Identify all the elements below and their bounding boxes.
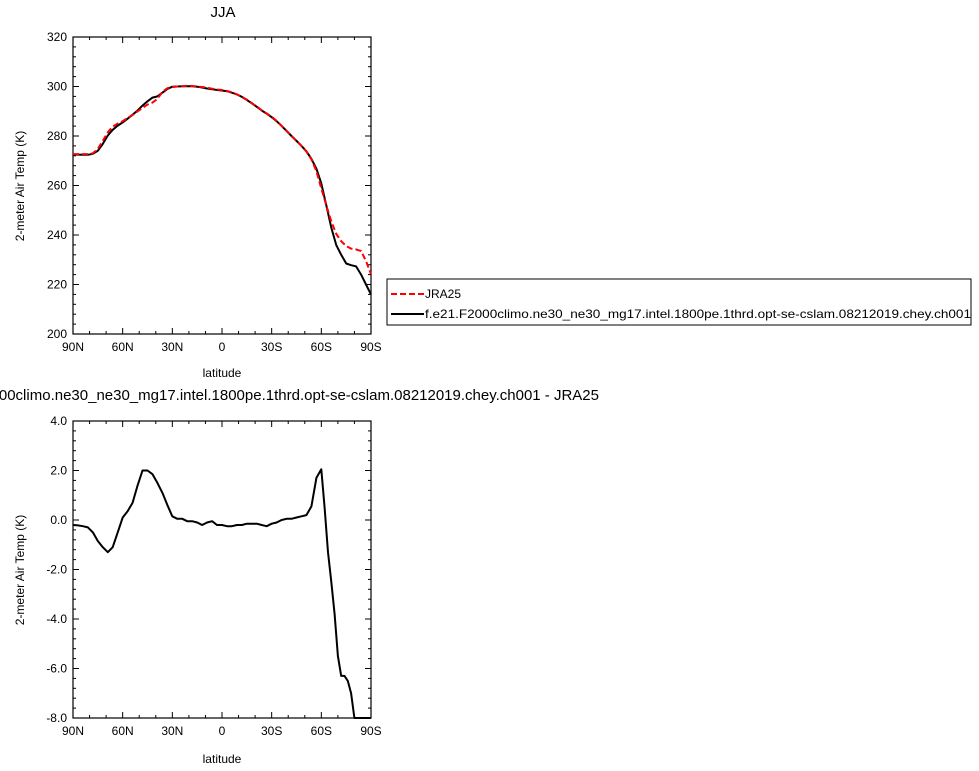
bottom-plot-area: 90N 60N 30N 0 30S 60S 90S -8.0 -6.0 -4.0 -2.0 0.0 2.… [46, 414, 381, 738]
x-tick-label: 30S [261, 724, 282, 738]
y-tick-label: 220 [47, 278, 67, 292]
y-tick-label: -8.0 [46, 711, 67, 725]
y-tick-label: 2.0 [50, 464, 67, 478]
bottom-tick-labels: 90N 60N 30N 0 30S 60S 90S -8.0 -6.0 -4.0 -2.0 0.0 2.… [46, 414, 381, 738]
top-x-axis-label: latitude [203, 366, 242, 380]
legend-label-jra25: JRA25 [425, 287, 461, 301]
bottom-panel: f.e21.F2000climo.ne30_ne30_mg17.intel.18… [0, 387, 599, 766]
series-line-1 [73, 85, 372, 295]
bottom-tick-marks [72, 420, 372, 719]
bottom-series [72, 468, 371, 719]
y-tick-label: -6.0 [46, 662, 67, 676]
x-tick-label: 90S [360, 340, 381, 354]
y-tick-label: -2.0 [46, 563, 67, 577]
bottom-plot-frame [72, 420, 372, 719]
x-tick-label: 60S [311, 340, 332, 354]
top-panel: JJA 90N 60N 30N 0 30S 60S 90S 200 220 240 260 280 30… [13, 4, 972, 380]
x-tick-label: 30N [161, 340, 183, 354]
legend-box [386, 278, 972, 326]
y-tick-label: 320 [47, 30, 67, 44]
y-tick-label: 260 [47, 179, 67, 193]
x-tick-label: 30S [261, 340, 282, 354]
y-tick-label: 300 [47, 80, 67, 94]
top-tick-labels: 90N 60N 30N 0 30S 60S 90S 200 220 240 260 280 300 320 [47, 30, 382, 354]
legend-label-model: f.e21.F2000climo.ne30_ne30_mg17.intel.18… [425, 307, 971, 321]
x-tick-label: 60S [311, 724, 332, 738]
x-tick-label: 60N [112, 724, 134, 738]
x-tick-label: 60N [112, 340, 134, 354]
series-line-0 [72, 468, 371, 719]
top-plot-frame [72, 36, 372, 335]
x-tick-label: 90N [62, 340, 84, 354]
bottom-chart-title: f.e21.F2000climo.ne30_ne30_mg17.intel.18… [0, 387, 599, 404]
y-tick-label: 0.0 [50, 513, 67, 527]
top-series [73, 84, 372, 295]
top-y-axis-label: 2-meter Air Temp (K) [13, 131, 27, 241]
y-tick-label: 240 [47, 228, 67, 242]
x-tick-label: 0 [219, 340, 226, 354]
y-tick-label: 4.0 [50, 414, 67, 428]
y-tick-label: 200 [47, 327, 67, 341]
top-chart-title: JJA [210, 4, 235, 21]
x-tick-label: 90N [62, 724, 84, 738]
legend: JRA25 f.e21.F2000climo.ne30_ne30_mg17.in… [386, 278, 972, 326]
bottom-y-axis-label: 2-meter Air Temp (K) [13, 515, 27, 625]
bottom-x-axis-label: latitude [203, 752, 242, 766]
series-line-0 [73, 84, 372, 275]
x-tick-label: 0 [219, 724, 226, 738]
y-tick-label: 280 [47, 129, 67, 143]
y-tick-label: -4.0 [46, 612, 67, 626]
x-tick-label: 90S [360, 724, 381, 738]
top-plot-area: 90N 60N 30N 0 30S 60S 90S 200 220 240 260 280 300 320 [47, 30, 382, 354]
x-tick-label: 30N [161, 724, 183, 738]
top-tick-marks [72, 36, 372, 335]
